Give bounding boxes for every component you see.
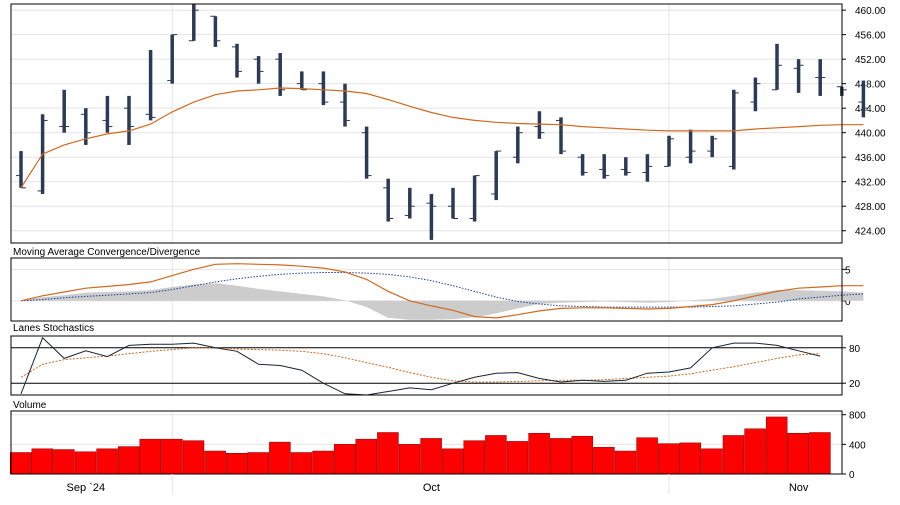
volume-bar — [506, 441, 529, 475]
volume-bar — [290, 452, 313, 475]
volume-bar — [355, 438, 378, 475]
stoch-k-line — [20, 336, 821, 396]
volume-bar — [571, 435, 594, 475]
macd-panel-title: Moving Average Convergence/Divergence — [13, 247, 201, 258]
macd-signal-line — [20, 272, 864, 308]
volume-bar — [614, 450, 637, 475]
x-axis-label: Oct — [423, 482, 440, 494]
price-axis-tick-label: 424.00 — [855, 227, 886, 238]
volume-bar — [787, 432, 810, 475]
volume-bar — [312, 450, 334, 475]
volume-bar — [117, 446, 140, 475]
volume-bar — [74, 451, 97, 475]
volume-axis-tick-label: 0 — [849, 470, 855, 481]
volume-bar — [247, 452, 270, 475]
macd-axis-tick-label: 5 — [845, 265, 851, 276]
stoch-axis-tick-label: 80 — [849, 344, 861, 355]
x-axis-label: Sep `24 — [67, 482, 106, 494]
volume-bar — [333, 444, 356, 475]
volume-bar — [225, 452, 248, 475]
volume-bar — [139, 438, 162, 475]
volume-bar — [398, 444, 421, 475]
volume-bar — [96, 448, 118, 475]
volume-bar — [765, 416, 788, 475]
volume-bar — [636, 437, 658, 475]
price-axis-tick-label: 436.00 — [855, 153, 886, 164]
volume-axis-tick-label: 400 — [849, 440, 866, 451]
macd-axis-tick-label: 0 — [845, 297, 851, 308]
price-axis-tick-label: 440.00 — [855, 129, 886, 140]
volume-panel-frame — [10, 410, 843, 475]
volume-bar — [269, 441, 291, 475]
volume-bar — [377, 432, 399, 475]
volume-bar — [9, 452, 32, 475]
price-axis-tick-label: 428.00 — [855, 202, 886, 213]
volume-bar — [722, 435, 745, 475]
stoch-d-line — [20, 347, 821, 383]
volume-bar — [53, 449, 75, 475]
volume-bar — [549, 438, 572, 475]
volume-bar — [441, 448, 464, 475]
volume-bar — [463, 440, 486, 475]
volume-bar — [809, 432, 831, 475]
price-moving-average-line — [20, 87, 864, 189]
macd-line — [20, 263, 864, 319]
macd-panel-frame — [10, 257, 843, 322]
x-axis-label: Nov — [789, 482, 809, 494]
volume-bar — [204, 450, 226, 475]
volume-bar — [528, 432, 550, 475]
price-axis-tick-label: 444.00 — [855, 104, 886, 115]
volume-bar — [701, 448, 723, 475]
volume-bar — [182, 440, 205, 475]
price-panel-frame — [10, 3, 843, 244]
volume-axis-tick-label: 800 — [849, 411, 866, 422]
volume-bar — [593, 447, 615, 475]
stochastics-panel-title: Lanes Stochastics — [13, 323, 94, 334]
stoch-axis-tick-label: 20 — [849, 379, 861, 390]
price-axis-tick-label: 448.00 — [855, 80, 886, 91]
volume-bar — [657, 443, 680, 475]
stoch-panel-frame — [10, 335, 843, 396]
volume-bar — [161, 438, 183, 475]
volume-bar — [31, 448, 54, 475]
price-axis-tick-label: 456.00 — [855, 31, 886, 42]
macd-histogram — [21, 283, 864, 320]
volume-bar — [679, 442, 702, 475]
price-axis-tick-label: 452.00 — [855, 55, 886, 66]
volume-bar — [485, 435, 507, 475]
price-axis-tick-label: 432.00 — [855, 178, 886, 189]
volume-panel-title: Volume — [13, 400, 47, 411]
volume-bar — [420, 438, 442, 475]
volume-bar — [744, 428, 766, 475]
price-axis-tick-label: 460.00 — [855, 6, 886, 17]
